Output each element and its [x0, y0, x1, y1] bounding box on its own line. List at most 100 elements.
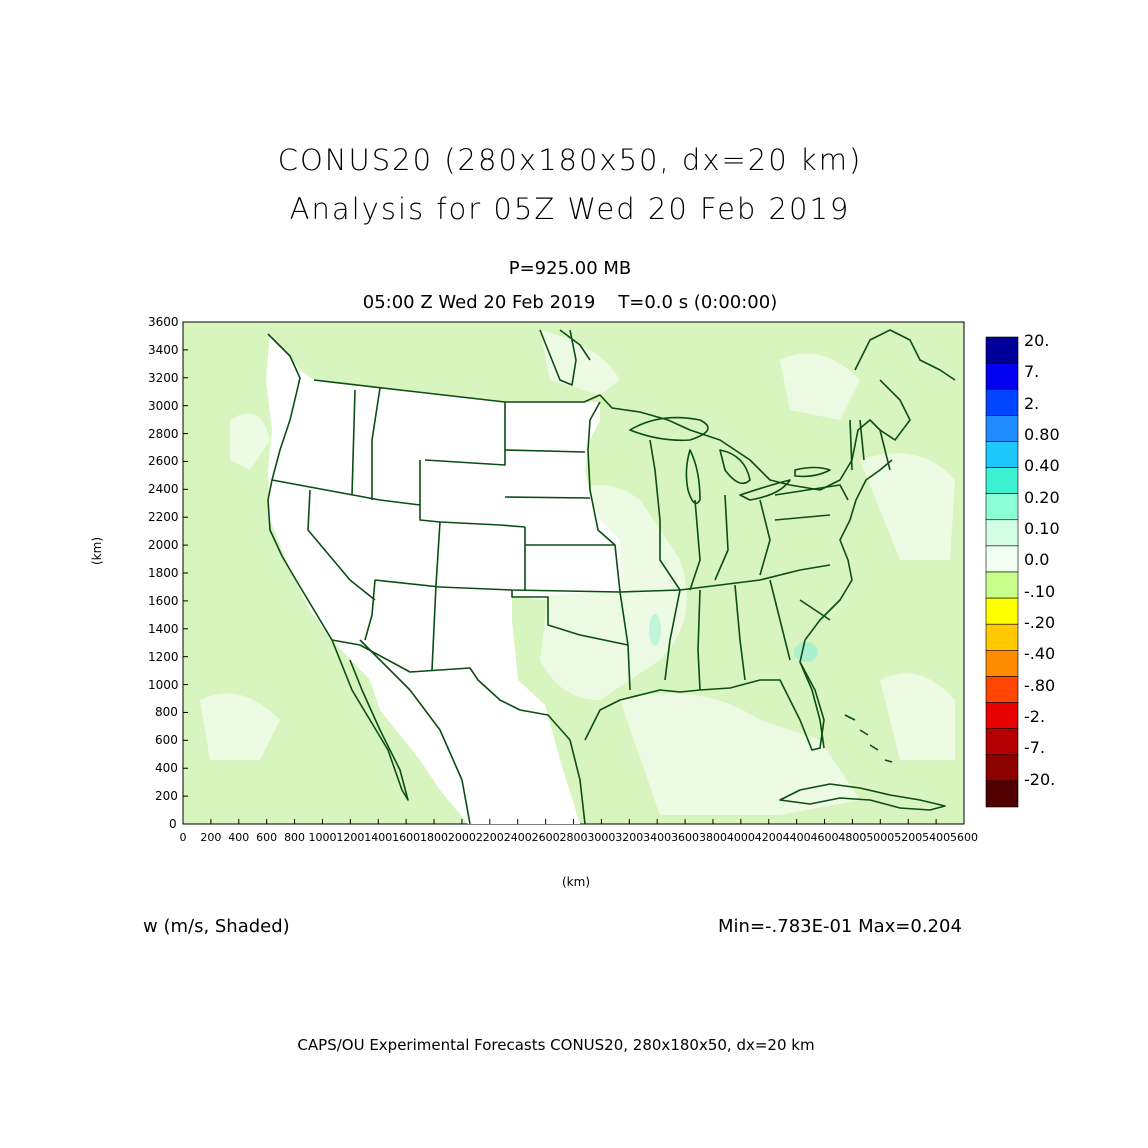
- x-axis-label: (km): [562, 875, 591, 889]
- x-tick-label: 1600: [392, 831, 421, 844]
- colorbar-swatch: [985, 467, 1019, 494]
- y-tick-label: 1200: [148, 649, 179, 664]
- lake-huron: [719, 449, 751, 485]
- x-tick-label: 800: [284, 831, 306, 844]
- lake-erie: [739, 479, 791, 501]
- x-tick-label: 1000: [308, 831, 337, 844]
- x-tick-label: 1800: [420, 831, 449, 844]
- colorbar-swatch: [985, 650, 1019, 677]
- x-tick-label: 3800: [698, 831, 727, 844]
- x-tick-label: 5000: [866, 831, 895, 844]
- pacific-coastline: [267, 333, 333, 641]
- updraft-spot-2: [649, 614, 661, 646]
- colorbar-label: -.40: [1024, 644, 1056, 664]
- y-tick-label: 1000: [148, 677, 179, 692]
- colorbar-label: -2.: [1024, 707, 1046, 726]
- colorbar-swatch: [985, 728, 1019, 756]
- colorbar-swatch: [985, 362, 1019, 390]
- y-tick-label: 2000: [148, 538, 179, 553]
- y-tick-label: 1600: [148, 593, 179, 608]
- map-boundaries: [267, 329, 956, 825]
- colorbar-swatch: [985, 676, 1019, 703]
- x-tick-label: 600: [256, 831, 278, 844]
- colorbar-label: 0.80: [1024, 425, 1060, 444]
- colorbar-swatch: [985, 415, 1019, 442]
- x-tick-label: 200: [200, 831, 222, 844]
- colorbar-label: 20.: [1024, 331, 1050, 350]
- colorbar-swatch: [985, 441, 1019, 468]
- y-tick-label: 2400: [148, 482, 179, 497]
- y-tick-label: 1400: [148, 621, 179, 636]
- atlantic-coastline: [804, 459, 893, 641]
- colorbar-swatch: [985, 754, 1019, 782]
- colorbar-label: -.20: [1024, 613, 1056, 632]
- colorbar-swatch: [985, 571, 1019, 599]
- y-tick-label: 800: [155, 705, 178, 720]
- y-tick-label: 1800: [148, 566, 179, 580]
- x-tick-label: 4400: [782, 831, 811, 844]
- lake-superior: [629, 416, 709, 442]
- x-tick-label: 4000: [726, 831, 755, 844]
- x-tick-label: 3600: [671, 831, 700, 844]
- x-tick-label: 2600: [531, 831, 560, 844]
- y-tick-label: 2800: [148, 426, 179, 441]
- colorbar: [985, 336, 1019, 808]
- x-tick-label: 400: [228, 831, 250, 844]
- x-tick-label: 3000: [587, 831, 616, 844]
- x-tick-label: 5600: [950, 831, 978, 844]
- colorbar-label: 0.40: [1024, 456, 1060, 476]
- colorbar-swatch: [985, 493, 1019, 521]
- colorbar-swatch: [985, 780, 1019, 808]
- updraft-spot: [794, 642, 818, 662]
- lake-michigan: [685, 449, 701, 505]
- colorbar-label: 0.10: [1024, 519, 1060, 538]
- gulf-coastline: [584, 639, 825, 751]
- y-tick-label: 400: [155, 761, 178, 776]
- colorbar-label: -20.: [1024, 769, 1056, 789]
- subtitle-time: 05:00 Z Wed 20 Feb 2019 T=0.0 s (0:00:00…: [362, 292, 778, 313]
- canada-border: [313, 379, 891, 491]
- x-tick-label: 4200: [754, 831, 783, 844]
- colorbar-label: 2.: [1024, 393, 1040, 413]
- y-tick-label: 600: [155, 733, 178, 748]
- x-tick-label: 0: [179, 831, 187, 844]
- x-tick-label: 3200: [615, 831, 644, 844]
- x-tick-label: 1200: [336, 831, 365, 844]
- mexico-border: [331, 639, 586, 825]
- minmax-label: Min=-.783E-01 Max=0.204: [718, 916, 962, 937]
- colorbar-swatch: [985, 597, 1019, 625]
- y-tick-label: 3400: [148, 342, 179, 357]
- y-axis-label: (km): [90, 536, 104, 565]
- colorbar-label: -.80: [1024, 675, 1056, 695]
- x-tick-label: 5200: [894, 831, 923, 844]
- y-tick-label: 3000: [148, 398, 179, 413]
- x-tick-label: 2200: [475, 831, 504, 844]
- colorbar-swatch: [985, 519, 1019, 547]
- colorbar-label: -7.: [1024, 738, 1046, 758]
- y-tick-label: 0: [169, 817, 177, 831]
- x-tick-label: 2800: [559, 831, 588, 844]
- x-tick-label: 5400: [922, 831, 951, 844]
- colorbar-swatch: [985, 702, 1019, 729]
- title-line1: CONUS20 (280x180x50, dx=20 km): [277, 143, 863, 177]
- cuba: [779, 783, 946, 811]
- footer-credit: CAPS/OU Experimental Forecasts CONUS20, …: [297, 1036, 815, 1054]
- x-tick-label: 1400: [364, 831, 393, 844]
- terrain-mask-west: [266, 334, 622, 824]
- y-tick-label: 200: [155, 789, 178, 804]
- y-tick-label: 2600: [148, 454, 179, 469]
- axis-ticks: [182, 321, 965, 825]
- variable-label: w (m/s, Shaded): [143, 916, 290, 937]
- y-tick-label: 2200: [148, 510, 179, 525]
- baja-peninsula: [331, 639, 409, 801]
- colorbar-label: 0.0: [1024, 550, 1050, 570]
- colorbar-swatch: [985, 388, 1019, 416]
- colorbar-swatch: [985, 545, 1019, 573]
- colorbar-swatch: [985, 336, 1019, 364]
- colorbar-label: 7.: [1024, 362, 1040, 382]
- colorbar-label: -.10: [1024, 581, 1056, 601]
- x-tick-label: 3400: [643, 831, 672, 844]
- y-tick-label: 3200: [148, 370, 179, 385]
- subtitle-pressure: P=925.00 MB: [508, 258, 632, 279]
- colorbar-label: 0.20: [1024, 487, 1060, 507]
